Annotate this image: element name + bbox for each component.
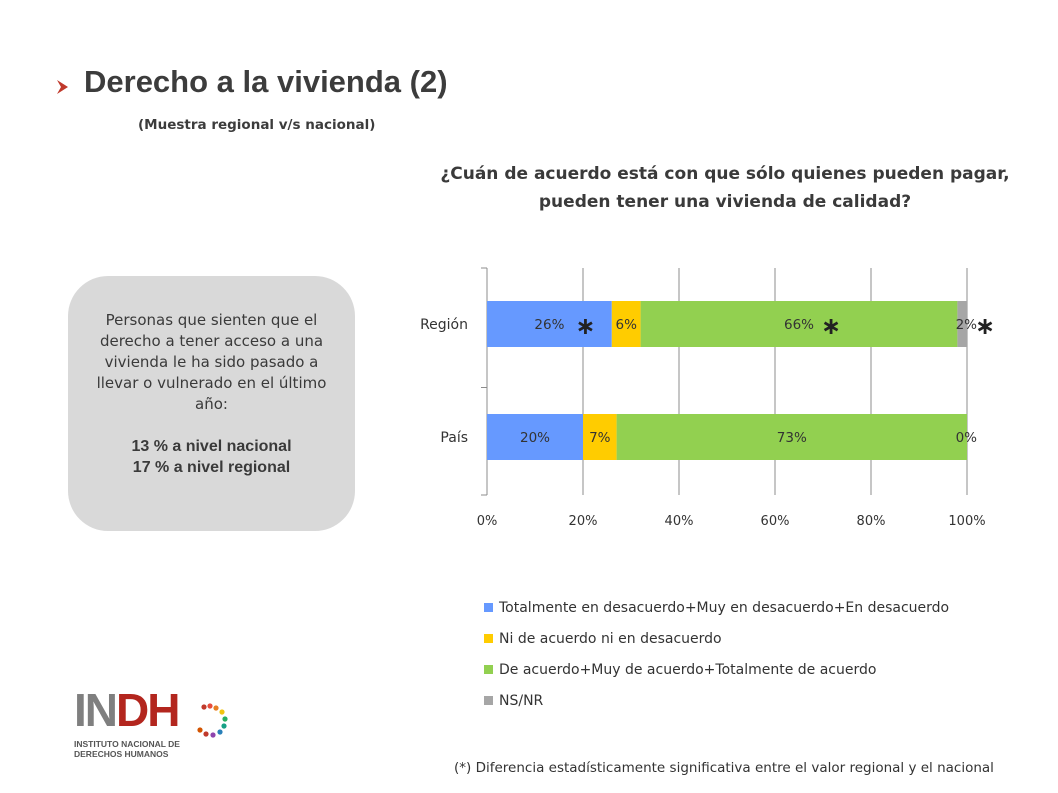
bar-segment — [616, 414, 967, 460]
info-description: Personas que sienten que el derecho a te… — [96, 311, 327, 413]
page-title: Derecho a la vivienda (2) — [84, 64, 448, 99]
data-label: 6% — [615, 317, 637, 333]
chart-legend: Totalmente en desacuerdo+Muy en desacuer… — [484, 592, 949, 716]
data-label: 0% — [956, 430, 978, 446]
x-tick-label: 60% — [761, 514, 790, 529]
data-label: 73% — [777, 430, 807, 446]
legend-item: Ni de acuerdo ni en desacuerdo — [484, 623, 949, 654]
legend-item: De acuerdo+Muy de acuerdo+Totalmente de … — [484, 654, 949, 685]
category-label: País — [440, 430, 468, 446]
question-line-2: pueden tener una vivienda de calidad? — [538, 192, 912, 212]
question-line-1: ¿Cuán de acuerdo está con que sólo quien… — [440, 164, 1010, 184]
significance-marker-icon: ∗ — [975, 312, 995, 340]
legend-item: NS/NR — [484, 685, 949, 716]
bar-segment — [611, 301, 641, 347]
legend-label: Ni de acuerdo ni en desacuerdo — [499, 630, 722, 647]
svg-text:INDH: INDH — [74, 686, 178, 736]
title-chevron-icon — [57, 80, 68, 94]
significance-marker-icon: ∗ — [821, 312, 841, 340]
info-box: Personas que sienten que el derecho a te… — [68, 276, 355, 531]
legend-swatch — [484, 603, 493, 612]
chart-question: ¿Cuán de acuerdo está con que sólo quien… — [410, 160, 1040, 216]
page-subtitle: (Muestra regional v/s nacional) — [138, 117, 376, 133]
bar-segment — [487, 301, 612, 347]
bar-segment — [640, 301, 958, 347]
x-tick-label: 40% — [665, 514, 694, 529]
bar-segment — [487, 414, 583, 460]
data-label: 20% — [520, 430, 550, 446]
indh-logo: INDH INSTITUTO NACIONAL DE DERECHOS HUMA… — [74, 686, 228, 759]
data-label: 7% — [589, 430, 611, 446]
data-label: 66% — [784, 317, 814, 333]
significance-marker-icon: ∗ — [575, 312, 595, 340]
x-tick-label: 20% — [569, 514, 598, 529]
footnote: (*) Diferencia estadísticamente signific… — [454, 760, 994, 776]
data-label: 2% — [956, 317, 978, 333]
info-stat-national: 13 % a nivel nacional — [131, 438, 292, 455]
bar-segment — [957, 301, 967, 347]
legend-label: Totalmente en desacuerdo+Muy en desacuer… — [499, 599, 950, 616]
legend-swatch — [484, 634, 493, 643]
x-tick-label: 80% — [857, 514, 886, 529]
logo-dots-icon — [197, 703, 228, 738]
legend-label: De acuerdo+Muy de acuerdo+Totalmente de … — [499, 661, 877, 678]
data-label: 26% — [534, 317, 564, 333]
legend-label: NS/NR — [499, 692, 544, 709]
x-tick-label: 0% — [477, 514, 498, 529]
legend-swatch — [484, 696, 493, 705]
logo-line-1: INSTITUTO NACIONAL DE — [74, 739, 180, 749]
logo-line-2: DERECHOS HUMANOS — [74, 749, 169, 759]
legend-swatch — [484, 665, 493, 674]
category-label: Región — [420, 317, 468, 333]
legend-item: Totalmente en desacuerdo+Muy en desacuer… — [484, 592, 949, 623]
x-tick-label: 100% — [948, 514, 985, 529]
info-stat-regional: 17 % a nivel regional — [132, 459, 291, 476]
bar-segment — [583, 414, 617, 460]
